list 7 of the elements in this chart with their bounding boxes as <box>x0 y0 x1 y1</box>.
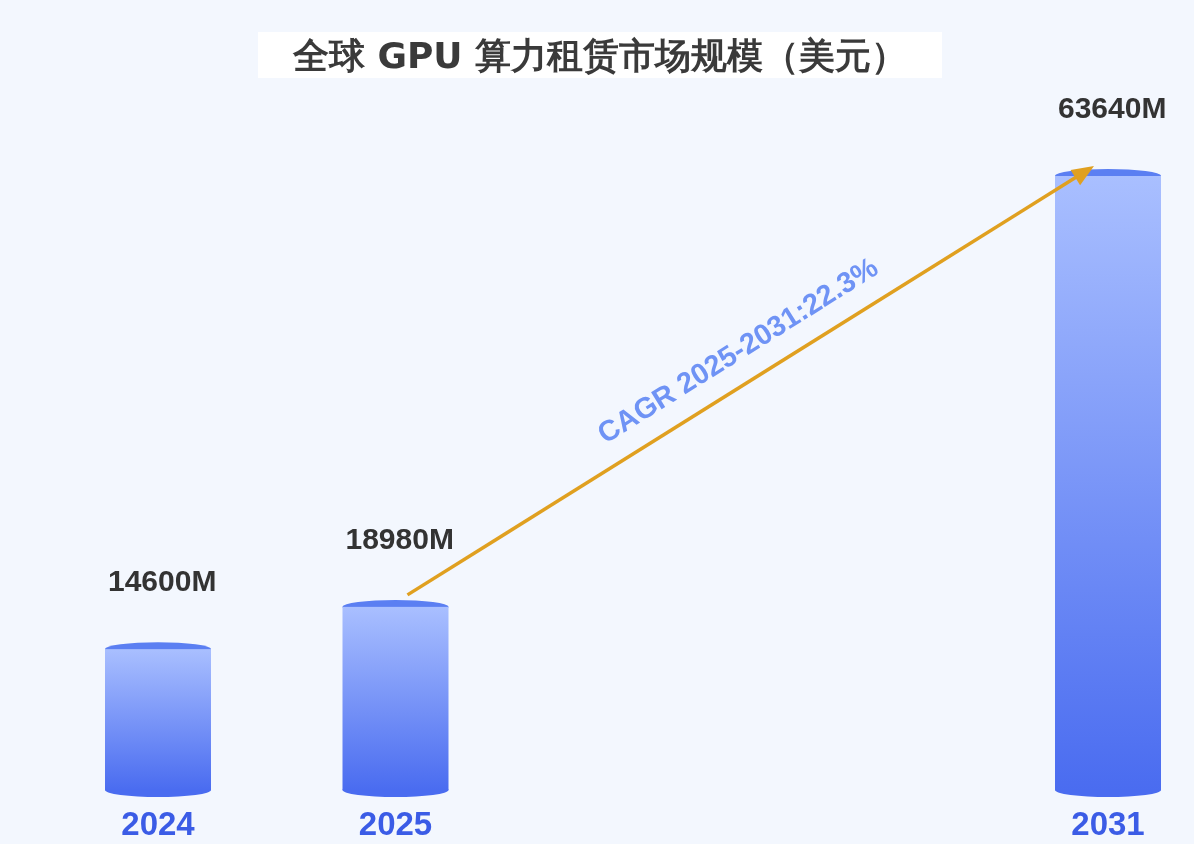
x-tick-label: 2031 <box>1071 805 1145 842</box>
x-tick-label: 2024 <box>121 805 196 842</box>
x-tick-label: 2025 <box>358 805 433 842</box>
data-label: 63640M <box>1058 91 1167 124</box>
data-label: 14600M <box>108 564 217 598</box>
chart-title: 全球 GPU 算力租赁市场规模（美元） <box>291 35 908 76</box>
data-label: 18980M <box>345 521 454 555</box>
